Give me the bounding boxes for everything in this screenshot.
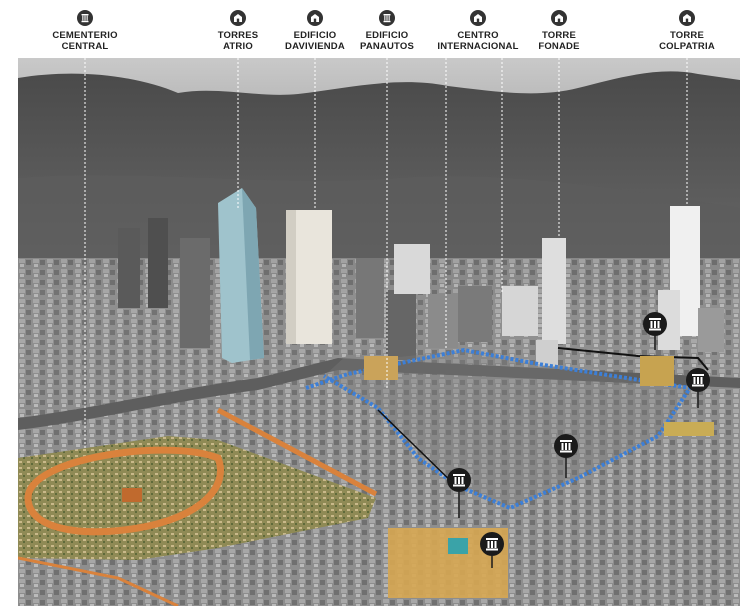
landmark-label-torre-colpatria: TORRE COLPATRIA xyxy=(632,10,742,52)
aerial-city-photo xyxy=(18,58,740,606)
landmark-name-line2: PANAUTOS xyxy=(359,41,415,52)
building-icon xyxy=(230,10,246,26)
landmark-name-line1: TORRE xyxy=(541,30,577,41)
torre-fonade-tower xyxy=(542,238,566,344)
cementerio-central-area xyxy=(18,407,378,606)
colored-building xyxy=(364,356,398,380)
landmark-name-line2: FONADE xyxy=(538,41,580,52)
building-icon xyxy=(551,10,567,26)
skyscrapers xyxy=(118,188,724,366)
column-icon xyxy=(77,10,93,26)
column-icon xyxy=(379,10,395,26)
cemetery-oval-wall xyxy=(24,446,224,536)
colored-building xyxy=(664,422,714,436)
landmark-name-line2: INTERNACIONAL xyxy=(437,41,519,52)
landmark-label-torres-atrio: TORRES ATRIO xyxy=(183,10,293,52)
landmark-name-line2: DAVIVIENDA xyxy=(285,41,345,52)
teal-roof xyxy=(448,538,468,554)
landmark-name-line1: EDIFICIO xyxy=(365,30,409,41)
colored-building xyxy=(640,356,674,386)
landmark-label-centro-internacional: CENTRO INTERNACIONAL xyxy=(423,10,533,52)
landmark-name-line1: TORRE xyxy=(669,30,705,41)
column-marker-icon xyxy=(480,532,504,568)
column-marker-icon xyxy=(554,434,578,478)
building-icon xyxy=(679,10,695,26)
building-icon xyxy=(470,10,486,26)
column-marker-icon xyxy=(643,312,667,350)
building-icon xyxy=(307,10,323,26)
cemetery-boundary-wall xyxy=(216,407,378,497)
leader-lines xyxy=(84,58,688,448)
landmark-name-line2: COLPATRIA xyxy=(659,41,715,52)
landmark-label-edificio-davivienda: EDIFICIO DAVIVIENDA xyxy=(260,10,370,52)
landmark-name-line1: EDIFICIO xyxy=(293,30,337,41)
landmark-label-torre-fonade: TORRE FONADE xyxy=(504,10,614,52)
column-marker-icon xyxy=(686,368,710,408)
landmark-name-line1: CENTRO xyxy=(457,30,499,41)
study-area xyxy=(324,350,690,508)
landmark-label-cementerio-central: CEMENTERIO CENTRAL xyxy=(30,10,140,52)
landmark-name-line1: TORRES xyxy=(217,30,259,41)
avenue xyxy=(18,358,740,430)
study-area-boundary xyxy=(305,347,694,511)
landmark-name-line2: CENTRAL xyxy=(61,41,109,52)
cemetery-chapel xyxy=(122,488,142,502)
landmark-label-edificio-panautos: EDIFICIO PANAUTOS xyxy=(332,10,442,52)
column-marker-icon xyxy=(447,468,471,518)
landmark-name-line1: CEMENTERIO xyxy=(52,30,118,41)
landmark-label-strip: CEMENTERIO CENTRAL TORRES ATRIO EDIFICIO… xyxy=(0,0,755,60)
landmark-name-line2: ATRIO xyxy=(223,41,253,52)
